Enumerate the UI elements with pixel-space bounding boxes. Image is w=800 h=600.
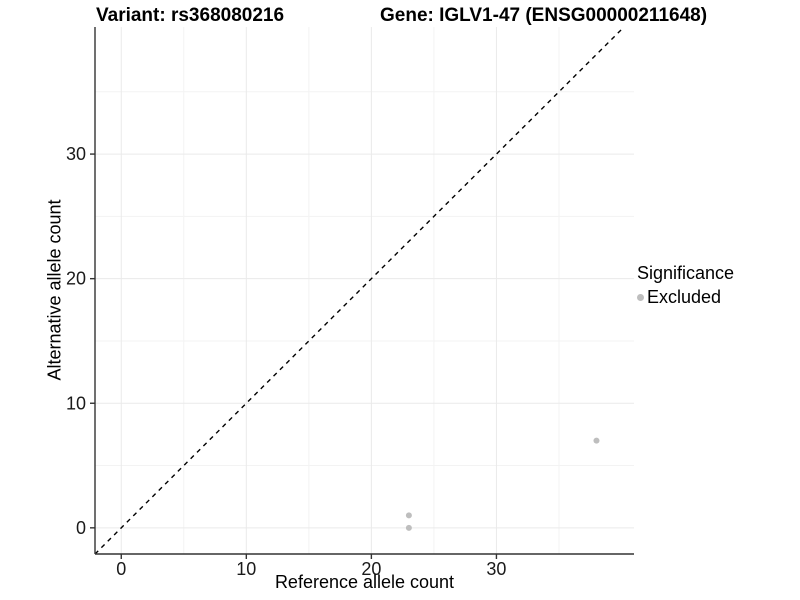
identity-line (94, 26, 625, 555)
legend-title: Significance (637, 263, 735, 283)
legend-marker-excluded-icon (637, 293, 644, 301)
legend-entry-excluded: Excluded (637, 287, 734, 307)
plot-title-variant: Variant: rs368080216 (96, 5, 285, 26)
data-point (593, 437, 600, 444)
data-point (405, 512, 412, 519)
x-tick-label: 0 (116, 559, 126, 579)
y-tick-label: 30 (66, 144, 86, 164)
y-axis-title: Alternative allele count (44, 199, 65, 381)
y-tick-label: 0 (76, 518, 86, 538)
plot-title-gene: Gene: IGLV1-47 (ENSG00000211648) (380, 5, 708, 26)
x-tick-label: 10 (236, 559, 256, 579)
legend: Significance Excluded (637, 262, 734, 307)
y-tick-label: 10 (66, 393, 86, 413)
legend-entry-label: Excluded (647, 287, 722, 307)
x-axis-title: Reference allele count (274, 572, 455, 592)
y-tick-label: 20 (66, 269, 86, 289)
data-point (405, 524, 412, 531)
x-tick-label: 20 (361, 559, 381, 579)
x-tick-label: 30 (486, 559, 506, 579)
